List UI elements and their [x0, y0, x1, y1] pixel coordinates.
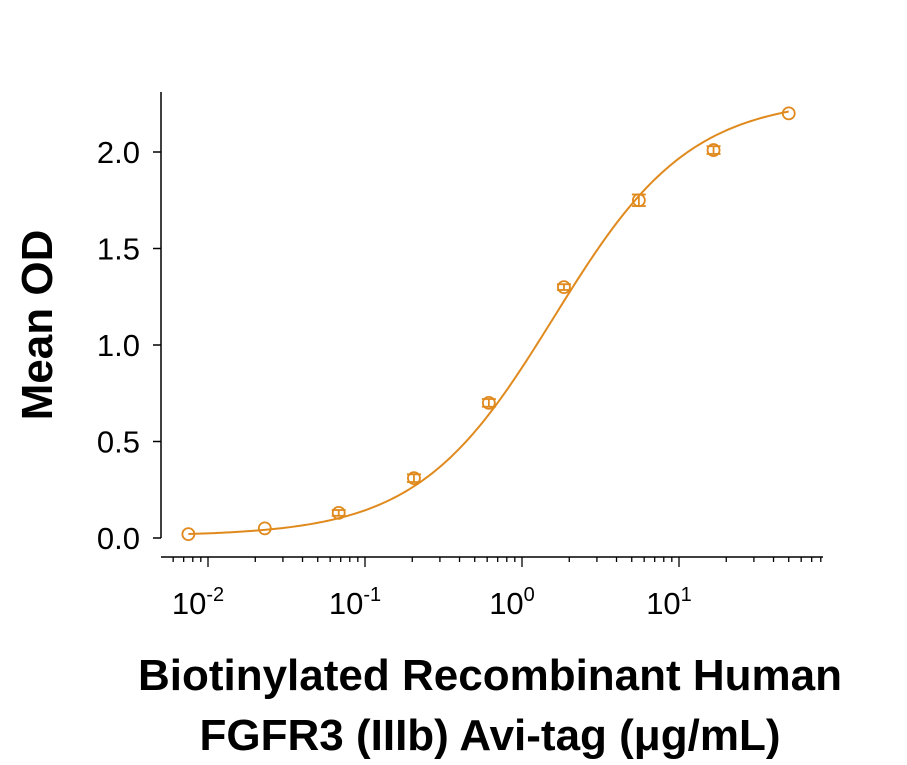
data-point [781, 106, 796, 121]
y-tick-label: 0.0 [97, 521, 140, 556]
data-point-marker [481, 395, 496, 410]
data-points-layer [181, 106, 796, 542]
data-point-marker [181, 527, 196, 542]
data-point-marker [631, 193, 646, 208]
data-point [631, 193, 646, 208]
x-tick-label: 100 [489, 584, 535, 621]
x-axis-title-line-2: FGFR3 (IIIb) Avi-tag (μg/mL) [200, 711, 781, 760]
x-tick-label: 101 [646, 584, 692, 621]
data-point [181, 527, 196, 542]
x-axis: 10-2 10-1 100 101 [161, 556, 823, 621]
data-point [556, 280, 571, 295]
data-point [257, 521, 272, 536]
data-point-marker [331, 506, 346, 520]
y-tick-label: 1.0 [97, 328, 140, 363]
x-tick-label: 10-2 [172, 584, 224, 621]
x-tick-label: 10-1 [329, 584, 381, 621]
data-point-marker [557, 280, 571, 295]
data-point [706, 143, 721, 157]
y-ticks: 0.0 0.5 1.0 1.5 2.0 [97, 135, 161, 556]
fit-curve-layer [188, 110, 789, 536]
data-point-marker [706, 143, 721, 157]
data-point [406, 471, 421, 486]
y-tick-label: 2.0 [97, 135, 140, 170]
x-ticks: 10-2 10-1 100 101 [172, 557, 822, 621]
data-point-marker [407, 471, 421, 486]
y-axis: 0.0 0.5 1.0 1.5 2.0 [97, 92, 162, 556]
data-point-marker [781, 106, 796, 121]
x-axis-title-line-1: Biotinylated Recombinant Human [138, 651, 842, 700]
data-point [481, 395, 496, 410]
data-point-marker [257, 521, 272, 536]
y-tick-label: 0.5 [97, 425, 140, 460]
y-tick-label: 1.5 [97, 232, 140, 267]
y-axis-title: Mean OD [13, 230, 62, 421]
data-point [331, 506, 346, 520]
fit-curve [188, 110, 789, 536]
